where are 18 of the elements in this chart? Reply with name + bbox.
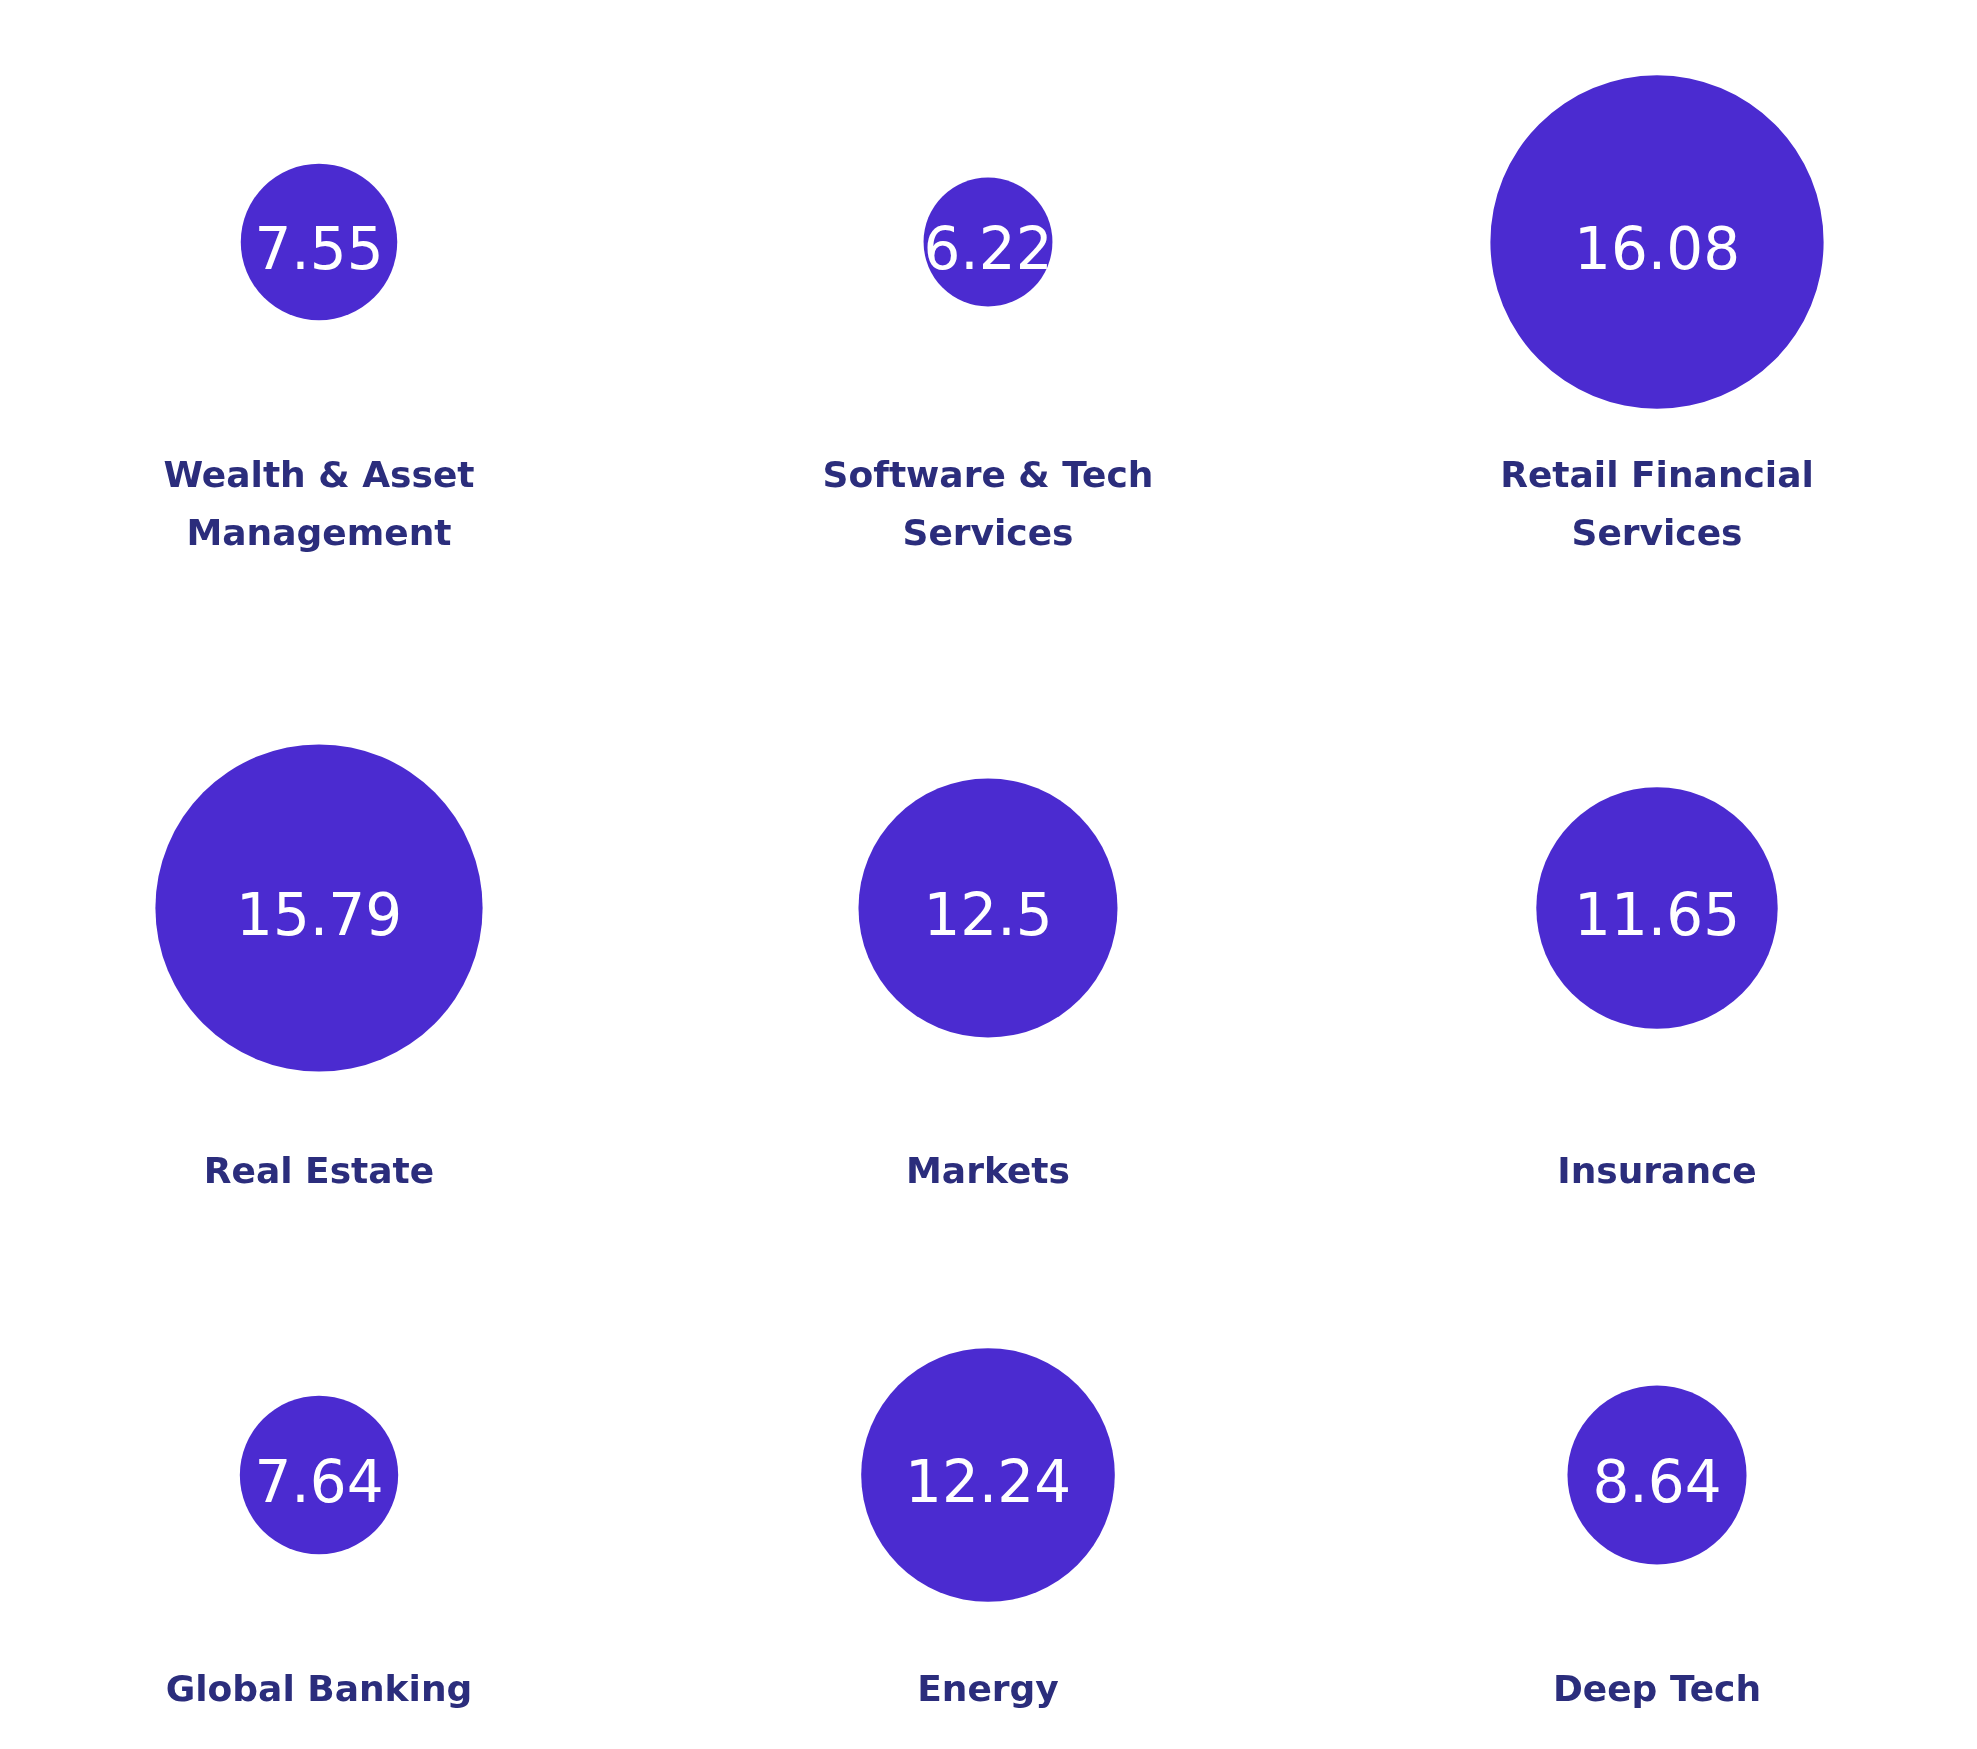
- category-label: Wealth & Asset Management: [163, 454, 475, 553]
- category-label: Insurance: [1557, 1150, 1757, 1191]
- data-label: 7.55: [254, 215, 384, 283]
- category-label: Software & Tech Services: [822, 454, 1154, 553]
- data-label: 12.5: [923, 881, 1053, 949]
- category-label: Real Estate: [203, 1150, 435, 1191]
- data-label: 11.65: [1573, 881, 1741, 949]
- data-label: 16.08: [1573, 215, 1741, 283]
- data-label: 12.24: [904, 1448, 1072, 1516]
- data-label: 15.79: [235, 881, 403, 949]
- category-label: Energy: [917, 1668, 1059, 1709]
- category-label: Deep Tech: [1552, 1668, 1762, 1709]
- data-label: 8.64: [1592, 1448, 1722, 1516]
- data-label: 6.22: [923, 215, 1053, 283]
- data-label: 7.64: [254, 1448, 384, 1516]
- category-label: Markets: [906, 1150, 1070, 1191]
- category-label: Retail Financial Services: [1500, 454, 1814, 553]
- category-label: Global Banking: [165, 1668, 473, 1709]
